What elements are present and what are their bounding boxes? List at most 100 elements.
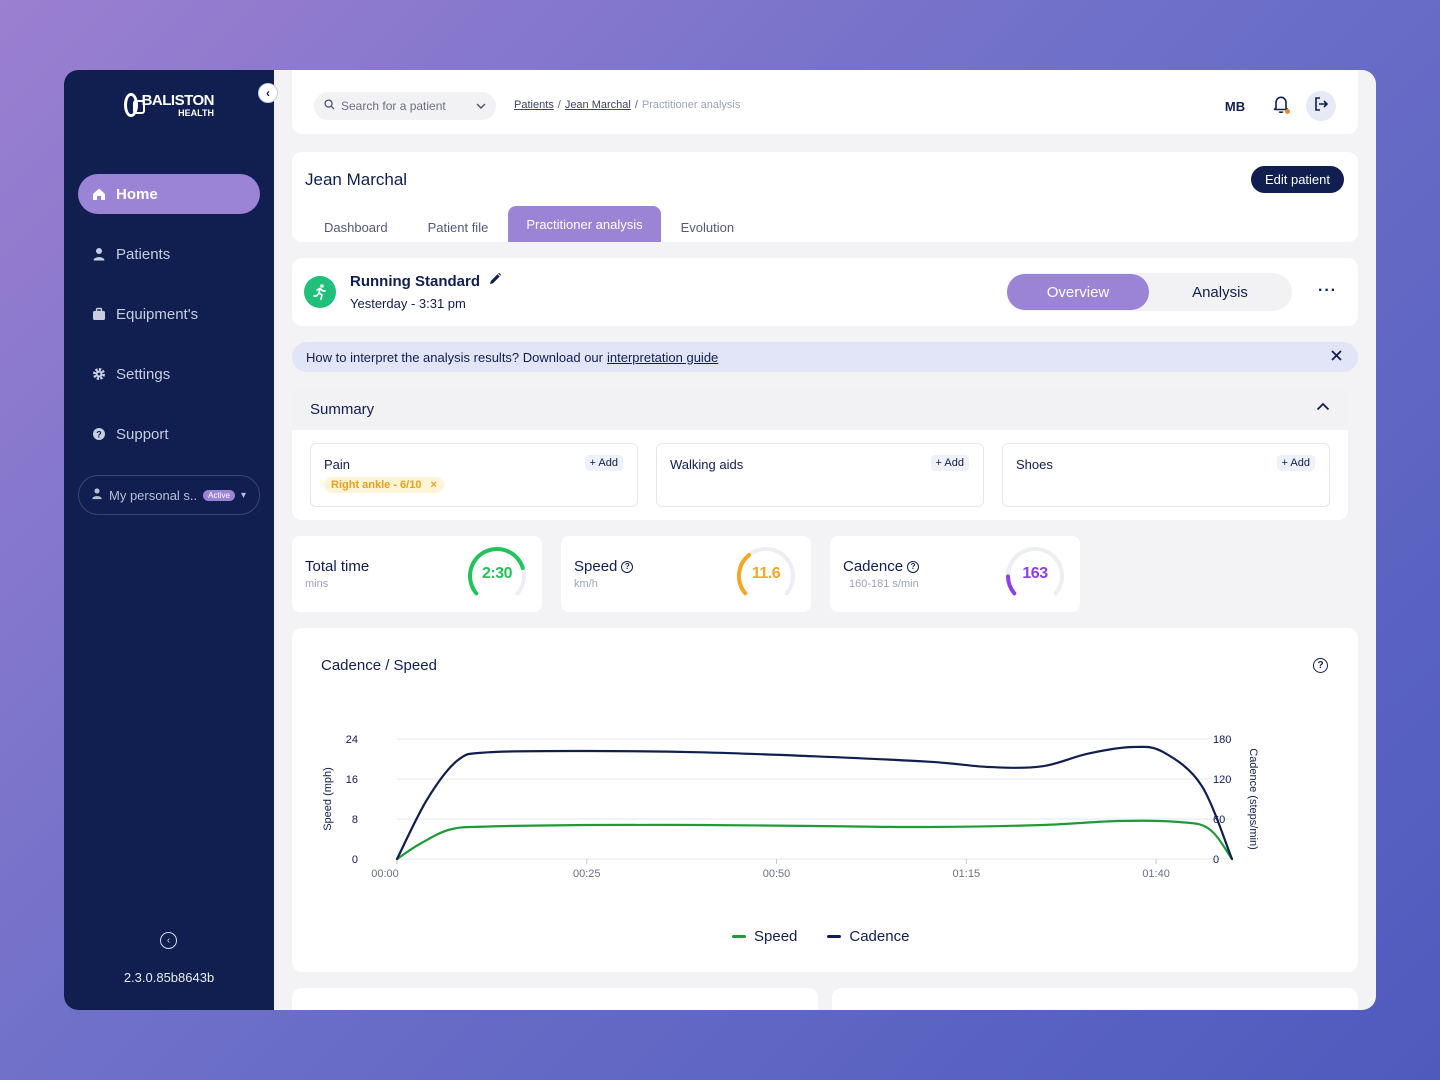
- logo-subname: HEALTH: [178, 107, 214, 118]
- breadcrumb-patient[interactable]: Jean Marchal: [564, 99, 631, 111]
- help-icon[interactable]: ?: [621, 560, 634, 573]
- breadcrumb: Patients / Jean Marchal / Practitioner a…: [514, 99, 740, 111]
- edit-patient-button[interactable]: Edit patient: [1250, 166, 1344, 193]
- gauge-fill: [468, 547, 525, 596]
- legend-swatch: [827, 935, 842, 938]
- sidebar-item-home[interactable]: Home: [78, 174, 260, 214]
- add-walking-aids-button[interactable]: + Add: [930, 455, 969, 471]
- tab-dashboard[interactable]: Dashboard: [324, 219, 388, 235]
- sidebar-toggle-button[interactable]: ‹: [258, 83, 278, 103]
- notification-dot: [1285, 109, 1290, 114]
- y-right-tick-label: 180: [1213, 734, 1231, 746]
- analysis-toggle[interactable]: Analysis: [1192, 283, 1248, 301]
- sidebar: BALISTON HEALTH Home Patients: [64, 70, 274, 1010]
- x-tick-label: 01:40: [1142, 868, 1170, 880]
- logout-icon: [1313, 96, 1329, 117]
- page-title: Jean Marchal: [305, 170, 408, 189]
- top-bar: Search for a patient Patients / Jean Mar…: [292, 70, 1358, 134]
- x-tick-label: 01:15: [953, 868, 981, 880]
- cadence-speed-chart-card: Cadence / Speed ? 0 8 16 24 0 60 120 180 00:00 00…: [292, 628, 1358, 972]
- add-pain-button[interactable]: + Add: [584, 455, 623, 471]
- tab-evolution[interactable]: Evolution: [680, 219, 735, 235]
- metric-speed: Speed ? km/h 11.6: [561, 536, 811, 612]
- y-left-tick-label: 0: [352, 854, 358, 866]
- pencil-icon[interactable]: [488, 272, 502, 290]
- user-icon: [92, 247, 106, 261]
- series-line-speed: [395, 819, 1234, 861]
- y-right-tick-label: 120: [1213, 774, 1231, 786]
- legend-item-speed[interactable]: Speed: [732, 928, 797, 945]
- chevron-up-icon[interactable]: [1316, 398, 1330, 415]
- next-card-left: [292, 988, 818, 1010]
- session-header: Running Standard Yesterday - 3:31 pm Ove…: [292, 258, 1358, 326]
- logo-mark-icon: [124, 93, 145, 117]
- tab-patient-file[interactable]: Patient file: [427, 219, 489, 235]
- help-icon[interactable]: ?: [1313, 658, 1328, 673]
- walking-aids-box: Walking aids + Add: [656, 443, 984, 507]
- legend-swatch: [732, 935, 746, 938]
- chart-legend: Speed Cadence: [732, 928, 909, 945]
- logout-button[interactable]: [1306, 91, 1336, 121]
- collapse-sidebar-icon[interactable]: ‹: [160, 932, 177, 949]
- metric-title-text: Speed: [574, 558, 618, 575]
- avatar[interactable]: MB: [1224, 98, 1246, 114]
- metric-title-text: Total time: [305, 558, 370, 575]
- gauge-value: 163: [1022, 565, 1048, 582]
- app-version: 2.3.0.85b8643b: [123, 970, 215, 985]
- brand-logo[interactable]: BALISTON HEALTH: [124, 88, 215, 122]
- pain-box: Pain + Add Right ankle - 6/10 ×: [310, 443, 638, 507]
- add-shoes-button[interactable]: + Add: [1276, 455, 1315, 471]
- sidebar-item-equipments[interactable]: Equipment's: [78, 294, 260, 334]
- legend-label: Cadence: [849, 928, 910, 945]
- sidebar-item-settings[interactable]: Settings: [78, 354, 260, 394]
- y-left-tick-label: 24: [346, 734, 358, 746]
- sidebar-item-label: Settings: [116, 365, 171, 383]
- patient-search[interactable]: Search for a patient: [314, 92, 496, 120]
- chevron-down-icon: ▾: [240, 489, 246, 501]
- overview-toggle[interactable]: Overview: [1007, 274, 1149, 310]
- sidebar-item-label: Equipment's: [116, 305, 199, 323]
- workspace-switcher[interactable]: My personal s.. Active ▾: [78, 475, 260, 515]
- y-left-axis-title: Speed (mph): [322, 767, 334, 831]
- pain-tag-label: Right ankle - 6/10: [331, 479, 422, 491]
- series-line-cadence: [395, 745, 1234, 861]
- legend-item-cadence[interactable]: Cadence: [827, 928, 909, 945]
- notifications-button[interactable]: [1270, 94, 1292, 118]
- remove-tag-icon[interactable]: ×: [430, 479, 437, 491]
- metric-title: Cadence ?: [843, 558, 920, 575]
- view-toggle: Overview Analysis: [1006, 273, 1292, 311]
- shoes-box: Shoes + Add: [1002, 443, 1330, 507]
- sidebar-item-label: Patients: [116, 245, 171, 263]
- bell-icon: [1272, 94, 1290, 119]
- breadcrumb-patients[interactable]: Patients: [514, 99, 554, 111]
- total-time-gauge: 2:30: [465, 546, 529, 602]
- cadence-gauge: 163: [1003, 546, 1067, 602]
- interpretation-guide-link[interactable]: interpretation guide: [606, 349, 719, 365]
- help-icon[interactable]: ?: [907, 560, 920, 573]
- breadcrumb-separator: /: [634, 99, 638, 111]
- summary-title: Summary: [310, 400, 375, 418]
- x-tick-label: 00:50: [763, 868, 791, 880]
- close-icon[interactable]: [1331, 348, 1342, 365]
- metric-unit: mins: [305, 578, 329, 590]
- metric-title: Total time: [305, 558, 369, 575]
- session-title: Running Standard: [350, 272, 502, 290]
- patient-tabs: Dashboard Patient file Practitioner anal…: [304, 204, 754, 242]
- app-window: BALISTON HEALTH Home Patients: [64, 70, 1376, 1010]
- y-left-tick-label: 8: [352, 814, 358, 826]
- logo-name: BALISTON: [141, 91, 215, 109]
- home-icon: [92, 187, 106, 201]
- banner-text: How to interpret the analysis results? D…: [306, 349, 603, 365]
- metric-unit: 160-181 s/min: [849, 578, 919, 590]
- y-left-tick-label: 16: [346, 774, 358, 786]
- workspace-label: My personal s..: [109, 487, 198, 503]
- breadcrumb-current: Practitioner analysis: [641, 99, 741, 111]
- breadcrumb-separator: /: [557, 99, 561, 111]
- sidebar-item-support[interactable]: ? Support: [78, 414, 260, 454]
- summary-header[interactable]: Summary: [292, 388, 1348, 430]
- y-right-axis-title: Cadence (steps/min): [1247, 748, 1259, 850]
- sidebar-item-patients[interactable]: Patients: [78, 234, 260, 274]
- more-options-icon[interactable]: ···: [1318, 282, 1337, 299]
- tab-practitioner-analysis[interactable]: Practitioner analysis: [508, 206, 661, 242]
- y-right-tick-label: 0: [1213, 854, 1219, 866]
